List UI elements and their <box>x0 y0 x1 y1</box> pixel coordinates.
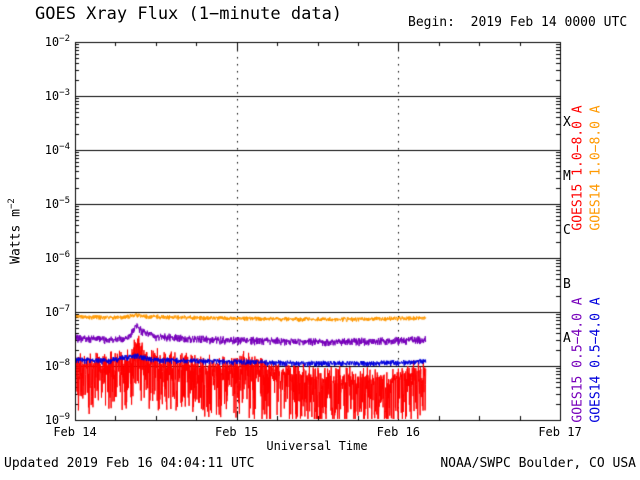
chart-title: GOES Xray Flux (1−minute data) <box>35 4 343 24</box>
y-axis-title: Watts m−2 <box>7 198 24 264</box>
flare-class-label-c: C <box>563 223 571 238</box>
y-axis-title-exponent: −2 <box>7 198 18 210</box>
begin-label: Begin: 2019 Feb 14 0000 UTC <box>408 15 628 30</box>
y-tick-label-1e-9: 10−9 <box>44 412 70 427</box>
legend-goes14-1-0-8-0-a: GOES14 1.0−8.0 A <box>588 105 604 231</box>
y-tick-label-1e-8: 10−8 <box>44 358 70 373</box>
flare-class-label-m: M <box>563 169 571 184</box>
y-tick-label-1e-6: 10−6 <box>44 250 70 265</box>
x-tick-label-feb-14: Feb 14 <box>53 425 97 439</box>
x-tick-label-feb-15: Feb 15 <box>214 425 259 439</box>
y-tick-label-1e-4: 10−4 <box>44 142 70 157</box>
legend-goes14-0-5-4-0-a: GOES14 0.5−4.0 A <box>588 297 604 423</box>
y-tick-label-1e-3: 10−3 <box>44 88 70 103</box>
x-tick-label-feb-17: Feb 17 <box>538 425 582 439</box>
source-attribution: NOAA/SWPC Boulder, CO USA <box>440 456 636 471</box>
y-tick-label-1e-7: 10−7 <box>44 304 70 319</box>
x-axis-title: Universal Time <box>266 439 368 453</box>
y-tick-label-1e-5: 10−5 <box>44 196 70 211</box>
y-tick-label-1e-2: 10−2 <box>44 34 70 49</box>
flare-class-label-b: B <box>563 277 571 292</box>
y-axis-title-base: Watts m <box>8 209 24 264</box>
legend-goes15-0-5-4-0-a: GOES15 0.5−4.0 A <box>570 297 586 423</box>
legend-goes15-1-0-8-0-a: GOES15 1.0−8.0 A <box>570 105 586 231</box>
updated-timestamp: Updated 2019 Feb 16 04:04:11 UTC <box>4 456 255 471</box>
flare-class-label-a: A <box>563 331 571 346</box>
x-tick-label-feb-16: Feb 16 <box>376 425 421 439</box>
flare-class-label-x: X <box>563 115 571 130</box>
